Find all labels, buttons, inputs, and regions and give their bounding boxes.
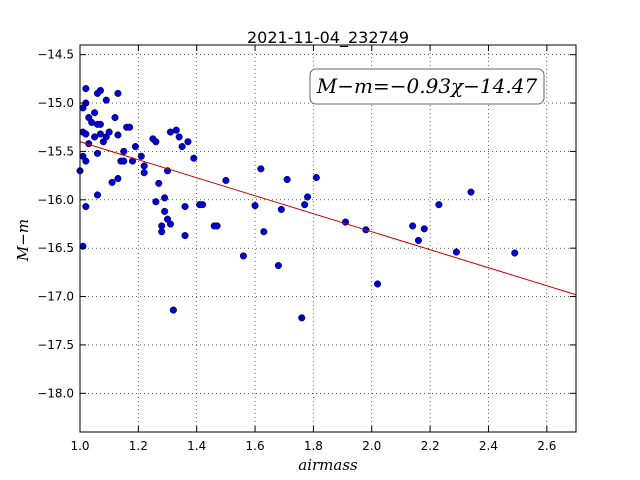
x-tick-label: 1.4 [187, 439, 206, 453]
data-point [420, 225, 428, 233]
data-point [260, 228, 268, 236]
data-point [82, 157, 90, 165]
data-point [114, 89, 122, 97]
data-point [158, 228, 166, 236]
plot-frame [79, 44, 577, 433]
data-point [304, 193, 312, 201]
x-tick-label: 1.2 [129, 439, 148, 453]
fit-line [79, 141, 577, 296]
data-point [181, 203, 189, 211]
data-point [257, 165, 265, 173]
data-point [105, 128, 113, 136]
data-point [374, 280, 382, 288]
data-point [82, 130, 90, 138]
data-point [274, 262, 282, 270]
data-point [452, 248, 460, 256]
x-tick-label: 2.4 [479, 439, 498, 453]
x-tick-label: 1.8 [304, 439, 323, 453]
data-point [409, 222, 417, 230]
data-point [120, 147, 128, 155]
equation-annotation: M−m=−0.93χ−14.47 [309, 68, 545, 105]
data-point [93, 149, 102, 157]
data-point [93, 191, 102, 199]
y-tick-label: −15.0 [37, 96, 74, 110]
data-point [172, 126, 180, 134]
data-point [283, 175, 291, 184]
data-point [152, 198, 160, 206]
x-axis-label: airmass [298, 456, 358, 474]
chart-title: 2021-11-04_232749 [247, 28, 409, 48]
y-tick-label: −15.5 [37, 144, 74, 158]
x-tick-label: 2.0 [362, 439, 381, 453]
data-point [137, 152, 145, 160]
data-point [91, 109, 99, 117]
data-point [251, 202, 259, 210]
y-tick-label: −16.0 [37, 193, 74, 207]
data-point [155, 179, 163, 187]
x-tick-label: 1.0 [70, 439, 89, 453]
data-point [114, 131, 122, 139]
data-point [161, 207, 169, 215]
x-tick-label: 2.2 [421, 439, 440, 453]
data-point [96, 86, 104, 95]
data-point [222, 176, 230, 184]
data-point [140, 162, 148, 170]
fit-line-layer [79, 141, 577, 296]
data-point [120, 157, 128, 165]
data-point [114, 174, 122, 183]
data-point [140, 169, 148, 177]
x-tick-label: 1.6 [246, 439, 265, 453]
data-point [239, 252, 247, 260]
data-points [76, 84, 519, 322]
data-point [301, 201, 309, 209]
y-axis-label: M−m [14, 219, 32, 262]
axis-ticks: 1.0 1.2 1.4 1.6 1.8 2.0 2.2 2.4 2.6 −14.5 −15.0 −15… [37, 45, 576, 453]
y-tick-label: −14.5 [37, 48, 74, 62]
data-point [96, 120, 104, 128]
data-point [467, 188, 475, 196]
x-tick-label: 2.6 [537, 439, 556, 453]
annotation-box [309, 68, 545, 105]
data-point [102, 96, 110, 104]
data-point [213, 222, 221, 230]
y-tick-label: −18.0 [37, 386, 74, 400]
data-point [131, 143, 139, 151]
data-point [166, 220, 174, 228]
data-point [184, 138, 192, 146]
data-point [111, 114, 119, 122]
data-point [435, 201, 443, 209]
y-tick-label: −16.5 [37, 241, 74, 255]
data-point [198, 201, 207, 209]
data-point [126, 123, 134, 131]
data-point [178, 143, 186, 151]
data-point [161, 194, 169, 202]
data-point [414, 236, 422, 244]
annotation-text: M−m=−0.93χ−14.47 [316, 74, 538, 98]
data-point [277, 205, 285, 214]
data-point [181, 232, 189, 240]
data-point [312, 173, 320, 182]
data-point [108, 178, 116, 186]
y-tick-label: −17.5 [37, 338, 74, 352]
data-point [82, 84, 90, 93]
data-point [175, 133, 183, 141]
data-point [82, 203, 90, 211]
data-point [96, 130, 104, 138]
data-point [91, 133, 99, 141]
data-point [511, 249, 519, 257]
data-point [298, 314, 306, 322]
data-point [152, 138, 160, 146]
data-point [169, 306, 177, 314]
y-tick-label: −17.0 [37, 290, 74, 304]
data-point [190, 154, 198, 162]
